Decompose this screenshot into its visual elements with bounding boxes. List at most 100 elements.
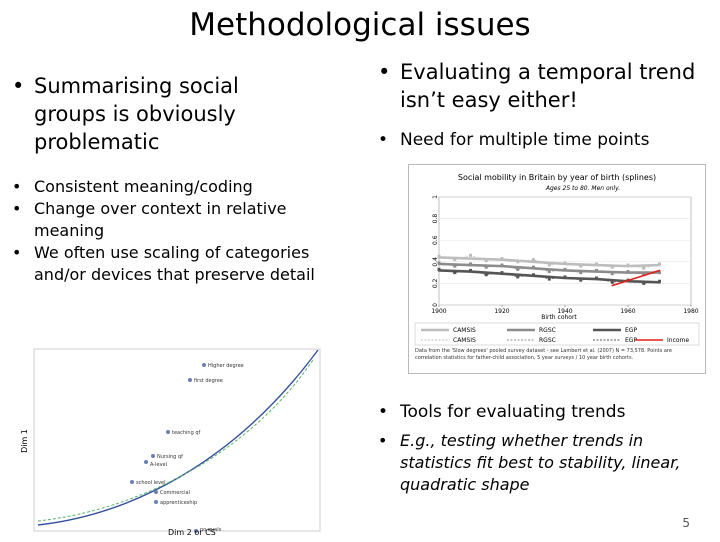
scaling-figure-svg: Higher degree first degree teaching qf N… <box>20 348 321 533</box>
series-egp-point-11 <box>610 280 614 284</box>
x-tick-label-2: 1940 <box>557 308 572 315</box>
y-tick-label-4: 0.8 <box>432 214 439 224</box>
left-sub-bullet-1: Consistent meaning/coding <box>12 176 324 198</box>
y-tick-label-0: 0 <box>432 303 439 307</box>
series-rgsc-point-14 <box>658 271 661 275</box>
y-tick-label-3: 0.6 <box>432 235 439 245</box>
series-egp-smooth-line <box>437 269 661 284</box>
chart-plot-area <box>438 196 692 306</box>
series-rgsc-point-10 <box>595 268 598 272</box>
slide-number: 5 <box>682 516 690 530</box>
series-camsis-point-2 <box>469 253 472 257</box>
mobility-chart-svg: Social mobility in Britain by year of bi… <box>414 173 700 361</box>
series-rgsc-point-8 <box>563 267 567 271</box>
series-rgsc-point-2 <box>469 262 472 266</box>
left-sub-bullet-3: We often use scaling of categories and/o… <box>12 242 324 286</box>
series-camsis-point-9 <box>579 264 583 268</box>
series-egp-point-13 <box>642 281 646 285</box>
point-label-6: school level <box>136 480 166 486</box>
point-label-9: no quals <box>200 527 222 533</box>
series-camsis-point-13 <box>642 266 646 270</box>
series-rgsc-point-0 <box>437 261 441 265</box>
legend-label-0: CAMSIS <box>453 327 476 334</box>
series-egp-point-2 <box>469 268 472 272</box>
scaling-fit-line <box>37 359 314 522</box>
right-main-bullet: Evaluating a temporal trend isn’t easy e… <box>378 58 700 114</box>
series-egp-point-7 <box>547 277 551 281</box>
legend-label-5: EGP <box>625 337 637 344</box>
series-camsis-point-0 <box>437 254 441 258</box>
series-camsis-point-10 <box>595 262 598 266</box>
series-egp-point-1 <box>453 271 457 275</box>
chart-title: Social mobility in Britain by year of bi… <box>458 173 656 182</box>
series-camsis-point-7 <box>547 263 551 267</box>
chart-footnote: Data from the 'Slow degrees' pooled surv… <box>415 348 673 361</box>
scaling-curve <box>37 349 319 526</box>
legend-label-2: EGP <box>625 327 637 334</box>
right-lower-sub-list: E.g., testing whether trends in statisti… <box>378 430 700 496</box>
series-egp-point-4 <box>500 271 504 275</box>
right-main-list: Evaluating a temporal trend isn’t easy e… <box>378 58 700 114</box>
scaling-figure: Higher degree first degree teaching qf N… <box>18 345 323 538</box>
chart-legend: CAMSIS RGSC EGP CAMSIS RGSC EGP Income <box>421 327 689 344</box>
right-lower-sub-bullet: E.g., testing whether trends in statisti… <box>378 430 700 496</box>
scaling-y-axis-label: Dim 1 <box>20 429 29 453</box>
series-rgsc-point-1 <box>453 264 457 268</box>
left-main-bullet: Summarising social groups is obviously p… <box>12 72 284 156</box>
series-rgsc-point-5 <box>516 267 520 271</box>
series-income-line-line <box>611 269 661 287</box>
right-sub-list: Need for multiple time points <box>378 129 700 152</box>
series-camsis-point-4 <box>500 257 504 261</box>
point-label-8: apprenticeship <box>160 500 197 506</box>
left-sub-bullet-2: Change over context in relative meaning <box>12 198 324 242</box>
series-rgsc-point-3 <box>484 265 488 269</box>
x-tick-label-1: 1920 <box>494 308 509 315</box>
point-label-7: Commercial <box>160 490 190 496</box>
mobility-chart: Social mobility in Britain by year of bi… <box>408 164 706 374</box>
series-camsis-point-6 <box>532 258 535 262</box>
series-camsis-point-11 <box>610 265 614 269</box>
series-rgsc-point-9 <box>579 271 583 275</box>
right-lower-bullet: Tools for evaluating trends <box>378 401 700 424</box>
series-egp-point-3 <box>484 273 488 277</box>
legend-label-1: RGSC <box>539 327 556 334</box>
chart-subtitle: Ages 25 to 80. Men only. <box>545 185 620 192</box>
point-label-3: teaching qf <box>172 430 201 436</box>
series-egp-point-9 <box>579 278 583 282</box>
y-tick-label-1: 0.2 <box>432 278 439 288</box>
series-camsis-smooth-line <box>437 256 661 268</box>
series-egp-point-5 <box>516 275 520 279</box>
series-rgsc-point-12 <box>626 270 630 274</box>
point-label-5: A-level <box>150 462 167 468</box>
series-camsis-point-3 <box>484 259 488 263</box>
series-rgsc-point-6 <box>532 265 535 269</box>
slide-title: Methodological issues <box>189 7 531 43</box>
series-camsis-point-14 <box>658 262 661 266</box>
series-rgsc-point-7 <box>547 270 551 274</box>
x-tick-label-0: 1900 <box>431 308 446 315</box>
series-camsis-point-1 <box>453 258 457 262</box>
left-main-list: Summarising social groups is obviously p… <box>12 72 284 156</box>
point-label-1: Higher degree <box>208 363 244 369</box>
scaling-points <box>130 363 206 533</box>
series-egp-point-0 <box>437 267 441 271</box>
legend-label-6: Income <box>667 337 689 344</box>
legend-label-3: CAMSIS <box>453 337 476 344</box>
y-tick-label-5: 1 <box>432 195 439 199</box>
scaling-plot-frame <box>33 348 321 532</box>
series-rgsc-point-4 <box>500 263 504 267</box>
chart-legend-box <box>414 322 700 346</box>
series-camsis-point-12 <box>626 263 630 267</box>
series-rgsc-point-11 <box>610 272 614 276</box>
series-egp-point-8 <box>563 275 567 279</box>
left-sub-list: Consistent meaning/coding Change over co… <box>12 176 324 286</box>
chart-x-axis-title: Birth cohort <box>541 314 577 321</box>
right-sub-bullet: Need for multiple time points <box>378 129 700 152</box>
y-tick-label-2: 0.4 <box>432 257 439 267</box>
x-tick-label-3: 1960 <box>620 308 635 315</box>
series-camsis-point-5 <box>516 260 520 264</box>
x-tick-label-4: 1980 <box>683 308 698 315</box>
point-label-2: first degree <box>194 378 223 384</box>
right-lower-list: Tools for evaluating trends <box>378 401 700 424</box>
series-camsis-point-8 <box>563 261 567 265</box>
